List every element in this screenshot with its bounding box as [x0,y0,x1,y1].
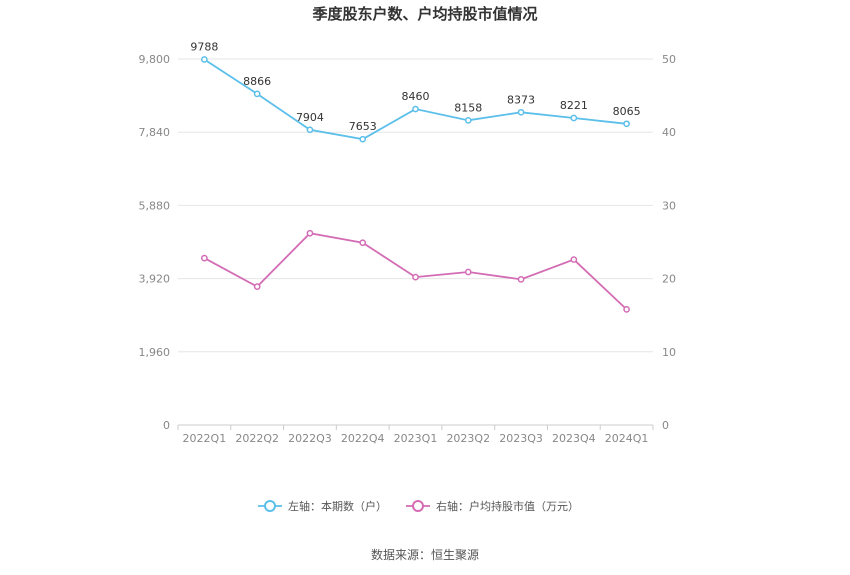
holders-point [253,90,261,98]
x-axis-tick-label: 2023Q2 [446,432,490,445]
right-axis-tick: 40 [662,126,676,139]
avg-value-point [517,275,525,283]
x-axis-tick-label: 2023Q3 [499,432,543,445]
legend-marker-icon [412,500,424,512]
right-axis-tick: 50 [662,53,676,66]
avg-value-point [464,268,472,276]
right-axis-tick: 0 [662,419,669,432]
left-axis-tick: 1,960 [139,346,171,359]
left-axis-tick: 0 [163,419,170,432]
holders-point [517,108,525,116]
data-label: 8866 [243,75,271,88]
right-axis-tick: 30 [662,199,676,212]
avg-value-point [623,305,630,313]
holders-point [412,105,419,113]
x-axis-tick-label: 2023Q4 [552,432,596,445]
avg-value-point [570,256,578,263]
left-axis-tick: 7,840 [139,126,171,139]
holders-point [623,120,630,128]
data-label: 7653 [349,120,377,133]
data-label: 8158 [454,101,482,114]
x-axis-tick-label: 2022Q2 [235,432,279,445]
left-axis-tick: 9,800 [139,53,171,66]
avg-value-point [253,283,261,291]
holders-point [570,114,578,122]
right-axis-tick: 10 [662,346,676,359]
legend-marker-icon [264,500,276,512]
x-axis-tick-label: 2024Q1 [605,432,649,445]
data-label: 8460 [402,90,430,103]
x-axis-tick-label: 2022Q1 [183,432,227,445]
data-label: 8373 [507,93,535,106]
series-line-avg-value [203,232,628,310]
data-label: 8221 [560,99,588,112]
x-axis-tick-label: 2023Q1 [394,432,438,445]
left-axis-tick: 5,880 [139,199,171,212]
x-axis-tick-label: 2022Q3 [288,432,332,445]
avg-value-point [412,273,419,281]
data-label: 8065 [613,105,641,118]
legend-label: 左轴：本期数（户） [288,499,387,513]
x-axis-tick-label: 2022Q4 [341,432,385,445]
holders-point [359,135,367,143]
legend-item-avg-value[interactable]: 右轴：户均持股市值（万元） [406,499,579,513]
holders-point [306,126,314,134]
avg-value-point [359,239,367,247]
right-axis-tick: 20 [662,273,676,286]
legend-item-holders[interactable]: 左轴：本期数（户） [258,499,387,513]
holders-point [201,56,208,63]
data-label: 7904 [296,111,324,124]
holders-point [464,116,472,124]
left-axis-tick: 3,920 [139,273,171,286]
source-text: 数据来源：恒生聚源 [371,547,479,562]
legend-label: 右轴：户均持股市值（万元） [436,499,579,513]
chart-title: 季度股东户数、户均持股市值情况 [312,5,537,23]
avg-value-point [201,254,208,262]
avg-value-point [306,229,314,237]
data-label: 9788 [190,40,218,53]
